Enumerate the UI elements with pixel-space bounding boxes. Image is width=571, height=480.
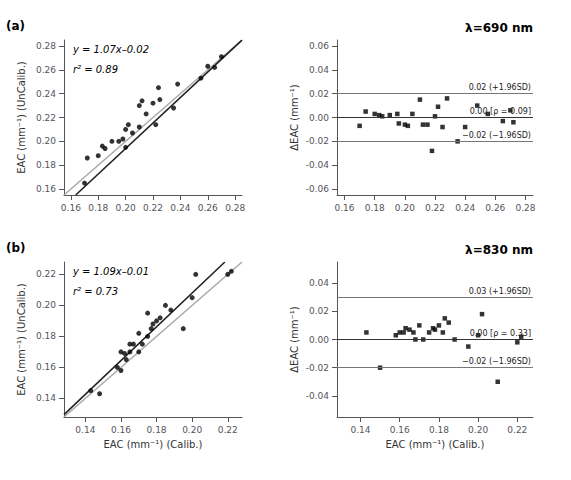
svg-text:EAC (mm⁻¹) (Calib.): EAC (mm⁻¹) (Calib.): [386, 439, 485, 450]
svg-text:r² = 0.89: r² = 0.89: [73, 64, 118, 75]
svg-text:ΔEAC (mm⁻¹): ΔEAC (mm⁻¹): [289, 306, 300, 373]
svg-text:−0.02 (−1.96SD): −0.02 (−1.96SD): [462, 131, 531, 140]
svg-text:λ=830 nm: λ=830 nm: [465, 243, 533, 257]
svg-text:(b): (b): [6, 241, 26, 255]
svg-text:0.22: 0.22: [36, 113, 56, 123]
svg-text:0.04: 0.04: [309, 278, 329, 288]
svg-text:0.00 [ρ = 0.09]: 0.00 [ρ = 0.09]: [470, 107, 531, 116]
svg-text:0.26: 0.26: [198, 203, 218, 213]
svg-text:0.20: 0.20: [36, 136, 56, 146]
svg-text:0.16: 0.16: [61, 203, 81, 213]
svg-text:0.16: 0.16: [111, 425, 131, 435]
svg-text:0.24: 0.24: [455, 203, 475, 213]
svg-text:0.26: 0.26: [36, 65, 56, 75]
svg-text:r² = 0.73: r² = 0.73: [73, 286, 118, 297]
svg-text:EAC (mm⁻¹) (UnCalib.): EAC (mm⁻¹) (UnCalib.): [16, 283, 27, 396]
svg-text:0.00: 0.00: [309, 113, 329, 123]
svg-text:(a): (a): [6, 19, 25, 33]
svg-text:0.18: 0.18: [147, 425, 167, 435]
svg-text:0.22: 0.22: [425, 203, 445, 213]
svg-text:0.28: 0.28: [225, 203, 245, 213]
svg-text:0.26: 0.26: [485, 203, 505, 213]
svg-text:0.03 (+1.96SD): 0.03 (+1.96SD): [469, 287, 531, 296]
svg-text:0.22: 0.22: [218, 425, 238, 435]
svg-text:ΔEAC (mm⁻¹): ΔEAC (mm⁻¹): [289, 84, 300, 151]
svg-text:0.00 [ρ = 0.33]: 0.00 [ρ = 0.33]: [470, 329, 531, 338]
svg-text:0.20: 0.20: [36, 300, 56, 310]
svg-text:0.22: 0.22: [507, 425, 527, 435]
svg-text:0.06: 0.06: [309, 41, 329, 51]
svg-text:0.02: 0.02: [309, 89, 329, 99]
svg-text:0.02 (+1.96SD): 0.02 (+1.96SD): [469, 83, 531, 92]
svg-text:0.16: 0.16: [335, 203, 355, 213]
svg-text:−0.02 (−1.96SD): −0.02 (−1.96SD): [462, 357, 531, 366]
svg-text:0.20: 0.20: [182, 425, 202, 435]
svg-text:-0.04: -0.04: [306, 160, 330, 170]
svg-text:0.16: 0.16: [390, 425, 410, 435]
svg-text:0.18: 0.18: [88, 203, 108, 213]
svg-text:-0.02: -0.02: [306, 363, 329, 373]
svg-text:0.24: 0.24: [36, 89, 56, 99]
svg-text:0.28: 0.28: [515, 203, 535, 213]
svg-text:0.22: 0.22: [143, 203, 163, 213]
svg-text:0.22: 0.22: [36, 269, 56, 279]
svg-text:y = 1.09x–0.01: y = 1.09x–0.01: [72, 266, 149, 277]
svg-text:0.00: 0.00: [309, 335, 329, 345]
svg-text:EAC (mm⁻¹) (UnCalib.): EAC (mm⁻¹) (UnCalib.): [16, 61, 27, 174]
svg-text:0.18: 0.18: [36, 331, 56, 341]
svg-text:0.04: 0.04: [309, 65, 329, 75]
svg-text:0.18: 0.18: [429, 425, 449, 435]
svg-text:0.20: 0.20: [116, 203, 136, 213]
svg-text:y = 1.07x–0.02: y = 1.07x–0.02: [72, 44, 149, 55]
svg-text:0.24: 0.24: [170, 203, 190, 213]
svg-text:0.18: 0.18: [36, 160, 56, 170]
svg-text:0.14: 0.14: [350, 425, 370, 435]
svg-text:-0.02: -0.02: [306, 136, 329, 146]
svg-text:0.16: 0.16: [36, 184, 56, 194]
svg-text:-0.04: -0.04: [306, 391, 330, 401]
svg-text:0.18: 0.18: [365, 203, 385, 213]
svg-text:0.16: 0.16: [36, 362, 56, 372]
svg-text:0.14: 0.14: [75, 425, 95, 435]
svg-text:0.20: 0.20: [395, 203, 415, 213]
svg-text:-0.06: -0.06: [306, 184, 330, 194]
svg-text:EAC (mm⁻¹) (Calib.): EAC (mm⁻¹) (Calib.): [104, 439, 203, 450]
svg-text:0.28: 0.28: [36, 41, 56, 51]
svg-text:0.02: 0.02: [309, 306, 329, 316]
svg-text:0.20: 0.20: [468, 425, 488, 435]
svg-text:0.14: 0.14: [36, 393, 56, 403]
svg-text:λ=690 nm: λ=690 nm: [465, 21, 533, 35]
